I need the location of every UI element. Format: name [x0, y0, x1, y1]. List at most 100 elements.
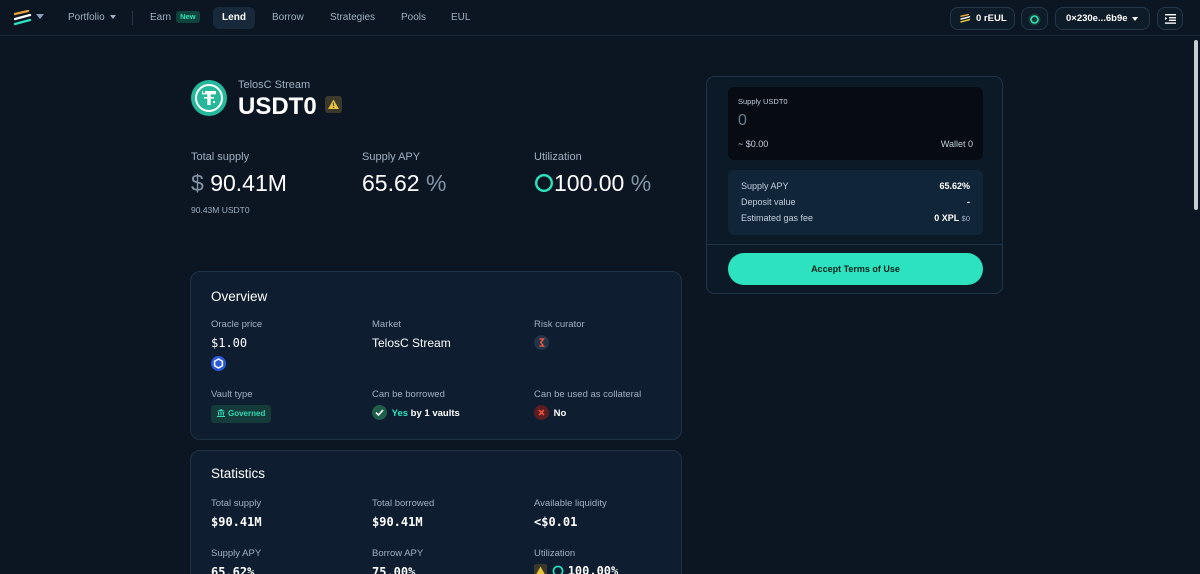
wallet-button[interactable]: 0×230e...6b9e	[1055, 7, 1150, 30]
nav-divider	[132, 11, 133, 25]
info-deposit-value-row: Deposit value -	[741, 197, 970, 207]
supply-amount-input[interactable]: 0	[738, 112, 747, 129]
stat-supply-apy-label: Supply APY	[211, 548, 262, 559]
vault-name: TelosC Stream	[238, 79, 311, 91]
supply-apy-value: 65.62 %	[362, 170, 446, 197]
wallet-balance[interactable]: Wallet 0	[940, 139, 973, 149]
collateral-no: No	[553, 408, 567, 419]
network-icon	[1028, 13, 1041, 26]
info-supply-apy-label: Supply APY	[741, 181, 789, 191]
nav-eul-label: EUL	[451, 12, 471, 23]
supply-panel: Supply USDT0 0 ~ $0.00 Wallet 0 Supply A…	[706, 76, 1003, 294]
market-label: Market	[372, 319, 402, 330]
info-deposit-value-label: Deposit value	[741, 197, 796, 207]
supply-input-label: Supply USDT0	[738, 97, 788, 106]
percent-unit: %	[630, 170, 652, 196]
chevron-down-icon	[109, 15, 116, 19]
warning-icon[interactable]	[325, 96, 342, 113]
supply-info-box: Supply APY 65.62% Deposit value - Estima…	[728, 170, 983, 235]
nav-strategies-label: Strategies	[330, 12, 376, 23]
info-gas-fee-row: Estimated gas fee 0 XPL $0	[741, 213, 970, 223]
nav-earn-label: Earn	[150, 12, 172, 23]
can-be-borrowed-detail[interactable]: by 1 vaults	[410, 408, 460, 419]
close-icon	[534, 405, 549, 420]
governed-badge: Governed	[211, 405, 272, 423]
scrollbar-track[interactable]	[1192, 36, 1200, 574]
utilization-value: 100.00 %	[534, 170, 651, 197]
chevron-down-icon	[1132, 17, 1138, 21]
top-navigation-bar: Portfolio Earn New Lend Borrow Strategies…	[0, 0, 1200, 36]
info-supply-apy-row: Supply APY 65.62%	[741, 181, 970, 191]
vault-type-label: Vault type	[211, 389, 253, 400]
utilization-ring-icon	[552, 565, 564, 574]
gas-fee-amount: 0 XPL	[934, 213, 960, 223]
nav-pools[interactable]: Pools	[391, 7, 436, 29]
utilization-label: Utilization	[534, 151, 582, 163]
supply-apy-amount: 65.62	[362, 170, 420, 196]
menu-icon	[1165, 14, 1176, 24]
total-supply-amount: 90.41M	[210, 170, 287, 196]
accept-terms-button[interactable]: Accept Terms of Use	[728, 253, 983, 285]
menu-button[interactable]	[1157, 7, 1183, 30]
asset-symbol: USDT0	[238, 93, 317, 120]
stat-supply-apy-value: 65.62%	[211, 565, 255, 574]
nav-eul[interactable]: EUL	[441, 7, 480, 29]
collateral-value: No	[534, 405, 566, 420]
stat-utilization-value: 100.00%	[534, 564, 618, 574]
stat-total-supply-label: Total supply	[211, 498, 262, 509]
info-gas-fee-value: 0 XPL $0	[934, 213, 970, 223]
warning-icon	[534, 564, 547, 574]
supply-usd-value: ~ $0.00	[738, 139, 769, 149]
statistics-card: Statistics Total supply $90.41M Total bo…	[190, 450, 682, 574]
oracle-price-value: $1.00	[211, 336, 248, 350]
network-button[interactable]	[1021, 7, 1048, 30]
oracle-price-label: Oracle price	[211, 319, 263, 330]
stat-total-borrowed-label: Total borrowed	[372, 498, 435, 509]
chainlink-icon[interactable]	[211, 356, 226, 371]
statistics-title: Statistics	[211, 466, 266, 481]
panel-divider	[707, 244, 1002, 245]
reul-balance-button[interactable]: 0 rEUL	[950, 7, 1015, 30]
gas-fee-usd: $0	[961, 214, 970, 223]
stat-total-supply-value: $90.41M	[211, 515, 262, 529]
stat-available-liquidity-label: Available liquidity	[534, 498, 607, 509]
info-supply-apy-value: 65.62%	[939, 181, 970, 191]
utilization-amount: 100.00	[554, 170, 625, 196]
stat-utilization-amount: 100.00%	[567, 564, 619, 574]
nav-portfolio[interactable]: Portfolio	[58, 7, 126, 29]
nav-strategies[interactable]: Strategies	[320, 7, 385, 29]
overview-card: Overview Oracle price $1.00 Market Telos…	[190, 271, 682, 440]
supply-input-box[interactable]: Supply USDT0 0 ~ $0.00 Wallet 0	[728, 87, 983, 160]
market-value[interactable]: TelosC Stream	[372, 336, 451, 350]
info-gas-fee-label: Estimated gas fee	[741, 213, 814, 223]
percent-unit: %	[425, 170, 447, 196]
risk-curator-icon[interactable]	[534, 335, 549, 350]
chevron-down-icon[interactable]	[36, 14, 44, 19]
can-be-borrowed-label: Can be borrowed	[372, 389, 445, 400]
euler-logo-icon	[960, 14, 971, 23]
stat-borrow-apy-value: 75.00%	[372, 565, 416, 574]
nav-borrow[interactable]: Borrow	[262, 7, 314, 29]
usdt0-token-icon	[191, 80, 227, 116]
vault-type-value: Governed	[228, 409, 266, 418]
nav-borrow-label: Borrow	[272, 12, 304, 23]
stat-utilization-label: Utilization	[534, 548, 576, 559]
currency-symbol: $	[191, 170, 204, 196]
supply-apy-label: Supply APY	[362, 151, 421, 163]
risk-curator-label: Risk curator	[534, 319, 585, 330]
nav-portfolio-label: Portfolio	[68, 12, 105, 23]
nav-earn[interactable]: Earn New	[140, 7, 210, 29]
total-supply-token-amount: 90.43M USDT0	[191, 205, 250, 215]
overview-title: Overview	[211, 289, 268, 304]
stat-borrow-apy-label: Borrow APY	[372, 548, 424, 559]
nav-pools-label: Pools	[401, 12, 427, 23]
reul-balance: 0 rEUL	[976, 13, 1007, 24]
check-icon	[372, 405, 387, 420]
can-be-borrowed-yes: Yes	[391, 408, 409, 419]
collateral-label: Can be used as collateral	[534, 389, 642, 400]
euler-logo-icon[interactable]	[14, 10, 32, 26]
nav-lend[interactable]: Lend	[213, 7, 255, 29]
nav-lend-label: Lend	[222, 12, 246, 23]
scrollbar-thumb[interactable]	[1194, 40, 1198, 210]
stat-total-borrowed-value: $90.41M	[372, 515, 423, 529]
